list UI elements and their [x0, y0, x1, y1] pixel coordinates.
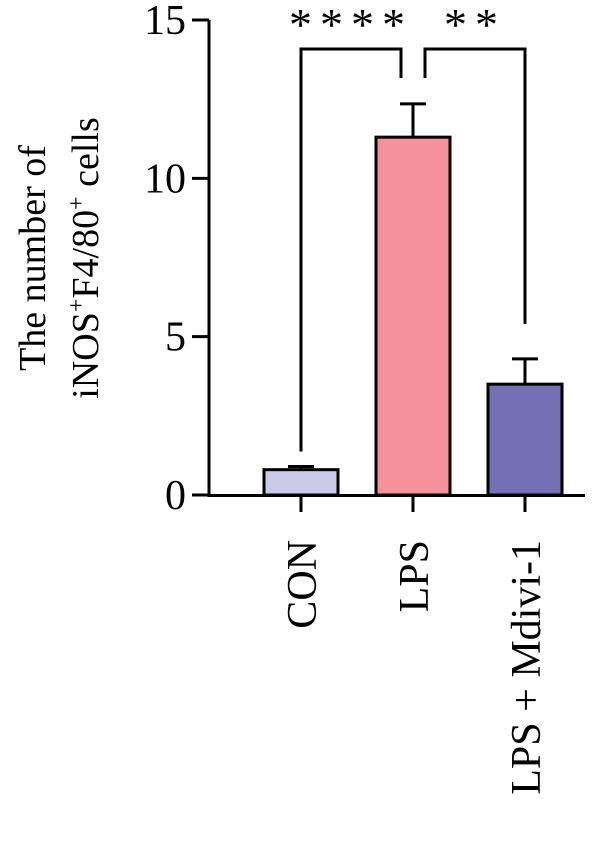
y-tick-label-1: 5 [165, 315, 186, 361]
y-axis-title-sup-2: + [64, 196, 90, 210]
x-tick-label-1: LPS [392, 540, 438, 612]
y-tick-label-0: 0 [165, 473, 186, 519]
y-axis-title-2: iNOS+F4/80+ cells [64, 117, 107, 399]
y-axis-title-sup-1: + [64, 299, 90, 313]
y-axis-title-line-2: iNOS+F4/80+ cells [64, 117, 107, 399]
x-ticks: CON LPS LPS + Mdivi-1 [280, 495, 550, 795]
y-axis-title-part-1: iNOS [65, 312, 107, 399]
y-axis-title-line-1: The number of [12, 145, 54, 371]
y-axis-title-part-3: cells [65, 117, 107, 196]
y-tick-label-2: 10 [144, 156, 186, 202]
significance-bracket-0 [299, 47, 403, 452]
x-tick-label-0: CON [280, 540, 326, 629]
y-tick-label-3: 15 [144, 0, 186, 44]
significance-bracket-1 [423, 47, 527, 324]
significance-brackets: **** ** [289, 0, 527, 452]
significance-label-1: ** [444, 0, 506, 50]
x-tick-label-2: LPS + Mdivi-1 [504, 540, 550, 795]
bar-2 [486, 382, 564, 497]
bars [262, 102, 564, 497]
y-axis-title-part-2: F4/80 [65, 210, 107, 299]
significance-label-0: **** [289, 0, 413, 50]
bar-1 [374, 135, 452, 497]
y-ticks: 0 5 10 15 [144, 0, 209, 519]
bar-0 [262, 468, 340, 497]
y-axis-title: The number of [12, 145, 54, 371]
